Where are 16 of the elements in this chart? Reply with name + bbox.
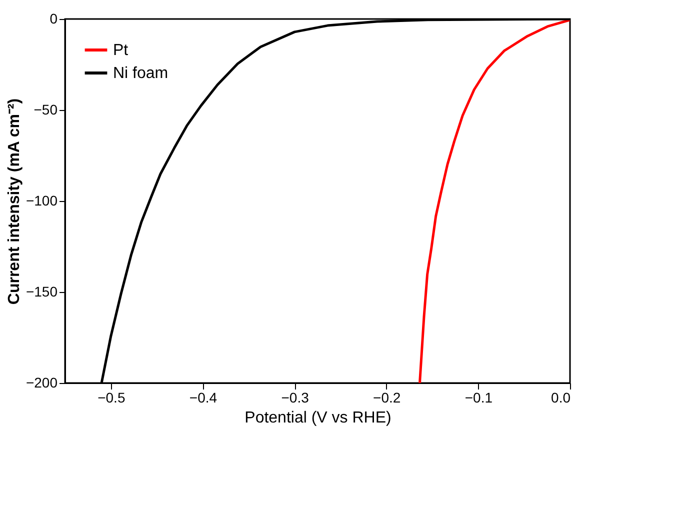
y-tick-label: −150 bbox=[26, 284, 58, 300]
legend-label: Pt bbox=[113, 42, 129, 59]
x-tick-label: 0.0 bbox=[551, 390, 571, 406]
x-tick-label: −0.5 bbox=[98, 390, 126, 406]
y-tick-label: −100 bbox=[26, 192, 58, 208]
x-axis-title: Potential (V vs RHE) bbox=[244, 410, 392, 426]
y-tick-label: 0 bbox=[50, 10, 58, 26]
x-tick-label: −0.2 bbox=[373, 390, 401, 406]
y-tick-label: −50 bbox=[34, 102, 58, 118]
x-tick-label: −0.4 bbox=[189, 390, 218, 406]
line-series bbox=[418, 19, 570, 383]
x-tick-label: −0.1 bbox=[464, 390, 493, 406]
y-tick-label: −200 bbox=[26, 374, 58, 390]
y-axis-title: Current intensity (mA cm⁻²) bbox=[6, 98, 23, 305]
x-tick-label: −0.3 bbox=[281, 390, 310, 406]
legend-label: Ni foam bbox=[113, 65, 168, 82]
